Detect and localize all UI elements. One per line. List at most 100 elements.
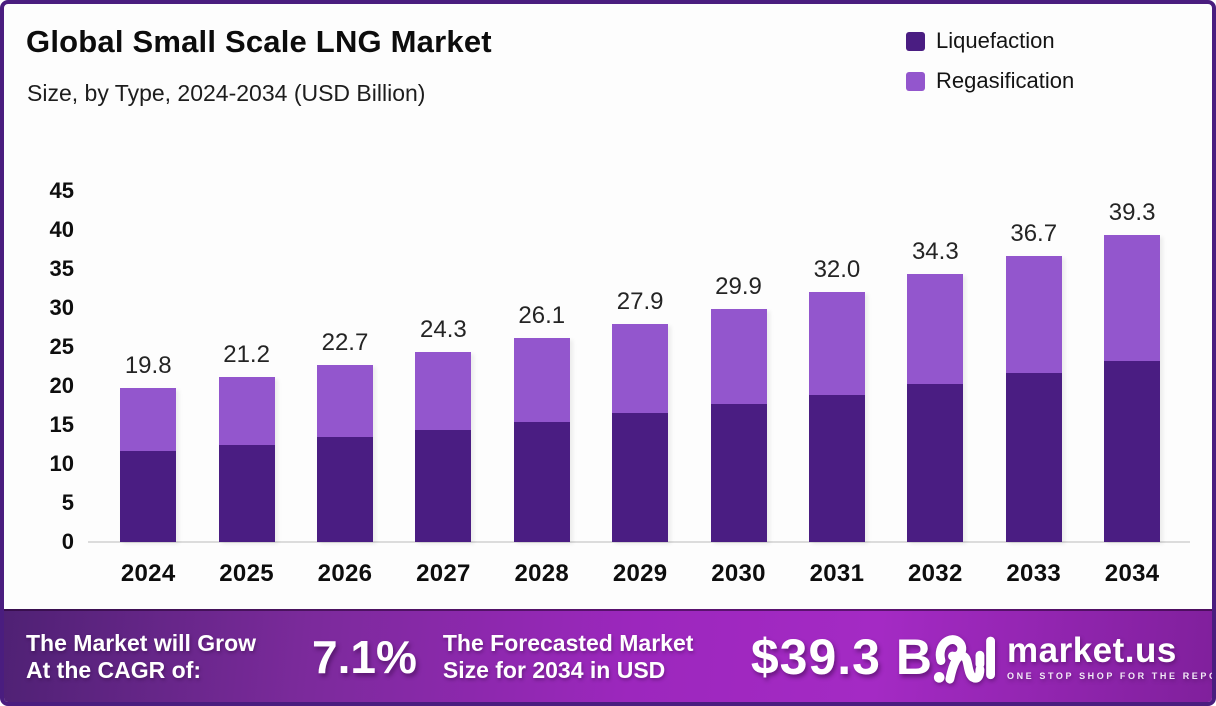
bar-slot-2032: 34.3 2032 bbox=[886, 191, 984, 587]
bar-segment-liquefaction bbox=[710, 403, 767, 542]
page-subtitle: Size, by Type, 2024-2034 (USD Billion) bbox=[27, 80, 426, 106]
bar-total-label: 39.3 bbox=[1108, 199, 1156, 227]
bar-total-label: 27.9 bbox=[616, 288, 664, 316]
bar-segment-liquefaction bbox=[316, 437, 373, 542]
x-tick-label: 2033 bbox=[1006, 560, 1061, 587]
bar-slot-2033: 36.7 2033 bbox=[985, 191, 1083, 587]
bar-segment-regasification bbox=[1005, 255, 1062, 373]
bar-slot-2031: 32.0 2031 bbox=[788, 191, 886, 587]
bar-slot-2025: 21.2 2025 bbox=[197, 191, 295, 587]
bar-segment-regasification bbox=[710, 308, 767, 404]
bar-segment-regasification bbox=[316, 364, 373, 438]
stacked-bar-2025 bbox=[218, 376, 275, 542]
y-tick-label: 25 bbox=[49, 334, 74, 359]
y-tick-label: 45 bbox=[49, 178, 74, 203]
bar-segment-liquefaction bbox=[1104, 361, 1161, 542]
y-tick-label: 10 bbox=[49, 451, 74, 476]
cagr-label-line1: The Market will Grow bbox=[26, 629, 257, 656]
forecast-label: The Forecasted Market Size for 2034 in U… bbox=[443, 630, 733, 684]
bar-segment-liquefaction bbox=[1005, 372, 1062, 542]
y-tick-label: 20 bbox=[49, 373, 74, 398]
bar-total-label: 32.0 bbox=[813, 256, 861, 284]
liquefaction-swatch-icon bbox=[906, 31, 925, 51]
bars-area: 19.8 2024 21.2 2025 22.7 2026 24.3 2027 26.1 2028… bbox=[99, 191, 1181, 587]
y-tick-label: 35 bbox=[49, 256, 74, 281]
x-axis-line bbox=[88, 541, 1190, 543]
bar-segment-liquefaction bbox=[612, 413, 669, 542]
stacked-bar-2027 bbox=[415, 352, 472, 542]
bar-segment-liquefaction bbox=[513, 421, 570, 542]
x-tick-label: 2028 bbox=[514, 560, 570, 587]
bar-segment-liquefaction bbox=[415, 430, 472, 542]
legend-item-regasification: Regasification bbox=[906, 68, 1074, 94]
bar-segment-liquefaction bbox=[808, 394, 865, 542]
y-tick-label: 0 bbox=[61, 529, 74, 554]
footer-banner: The Market will Grow At the CAGR of: 7.1… bbox=[4, 609, 1212, 702]
stacked-bar-2031 bbox=[808, 292, 865, 542]
stacked-bar-2034 bbox=[1104, 235, 1161, 542]
bar-segment-regasification bbox=[120, 387, 177, 451]
forecast-value: $39.3 B bbox=[750, 628, 933, 685]
bar-slot-2028: 26.1 2028 bbox=[493, 191, 591, 587]
y-tick-label: 15 bbox=[49, 412, 74, 437]
bar-total-label: 26.1 bbox=[518, 302, 566, 330]
forecast-label-line1: The Forecasted Market bbox=[442, 629, 694, 656]
bar-segment-liquefaction bbox=[218, 444, 275, 542]
regasification-swatch-icon bbox=[906, 71, 925, 91]
brand-name: market.us bbox=[1006, 630, 1177, 670]
legend-label: Liquefaction bbox=[936, 28, 1055, 53]
x-tick-label: 2026 bbox=[317, 560, 373, 587]
bar-segment-regasification bbox=[1104, 235, 1161, 362]
bar-segment-regasification bbox=[907, 274, 964, 384]
y-tick-label: 5 bbox=[61, 490, 74, 515]
bar-total-label: 19.8 bbox=[124, 351, 172, 379]
legend-item-liquefaction: Liquefaction bbox=[906, 28, 1074, 54]
bar-slot-2029: 27.9 2029 bbox=[591, 191, 689, 587]
market-us-logo-icon bbox=[933, 634, 995, 684]
x-tick-label: 2032 bbox=[908, 560, 963, 587]
bar-slot-2026: 22.7 2026 bbox=[296, 191, 394, 587]
bar-slot-2027: 24.3 2027 bbox=[394, 191, 492, 587]
page-title: Global Small Scale LNG Market bbox=[26, 24, 492, 59]
x-tick-label: 2024 bbox=[120, 560, 176, 587]
bar-total-label: 34.3 bbox=[911, 238, 959, 266]
bar-total-label: 22.7 bbox=[321, 328, 369, 356]
x-tick-label: 2034 bbox=[1104, 560, 1160, 587]
bar-segment-regasification bbox=[808, 292, 865, 395]
stacked-bar-2032 bbox=[907, 274, 964, 542]
y-tick-label: 30 bbox=[49, 295, 74, 320]
stacked-bar-2029 bbox=[612, 324, 669, 542]
stacked-bar-2024 bbox=[120, 387, 177, 542]
bar-slot-2034: 39.3 2034 bbox=[1083, 191, 1181, 587]
bar-segment-regasification bbox=[415, 352, 472, 431]
x-tick-label: 2029 bbox=[612, 560, 668, 587]
cagr-label: The Market will Grow At the CAGR of: bbox=[26, 630, 298, 684]
bar-segment-liquefaction bbox=[907, 383, 964, 542]
bar-total-label: 29.9 bbox=[715, 272, 762, 300]
stacked-bar-2033 bbox=[1005, 255, 1062, 542]
x-tick-label: 2031 bbox=[809, 560, 865, 587]
bar-segment-liquefaction bbox=[120, 450, 177, 542]
x-tick-label: 2027 bbox=[416, 560, 471, 587]
stacked-bar-2028 bbox=[513, 338, 570, 542]
market-us-logo: market.us ONE STOP SHOP FOR THE REPORTS bbox=[933, 628, 1212, 686]
brand-text: market.us ONE STOP SHOP FOR THE REPORTS bbox=[1006, 630, 1212, 681]
legend-label: Regasification bbox=[936, 68, 1075, 93]
bar-total-label: 36.7 bbox=[1010, 219, 1058, 247]
stacked-bar-2030 bbox=[710, 308, 767, 542]
bar-segment-regasification bbox=[612, 324, 669, 414]
cagr-value: 7.1% bbox=[312, 630, 417, 683]
brand-tagline: ONE STOP SHOP FOR THE REPORTS bbox=[1006, 670, 1212, 681]
bar-slot-2024: 19.8 2024 bbox=[99, 191, 197, 587]
x-tick-label: 2030 bbox=[711, 560, 766, 587]
chart-legend: Liquefaction Regasification bbox=[906, 28, 1074, 94]
bar-segment-regasification bbox=[513, 338, 570, 422]
forecast-label-line2: Size for 2034 in USD bbox=[442, 656, 666, 683]
bar-total-label: 21.2 bbox=[223, 340, 270, 368]
x-tick-label: 2025 bbox=[219, 560, 274, 587]
stacked-bar-2026 bbox=[316, 364, 373, 542]
bar-segment-regasification bbox=[218, 376, 275, 445]
chart-plot: 0 5 10 15 20 25 30 35 40 45 19.8 2024 21.2 2025 22.7 2… bbox=[4, 4, 1212, 702]
y-tick-label: 40 bbox=[49, 217, 74, 242]
